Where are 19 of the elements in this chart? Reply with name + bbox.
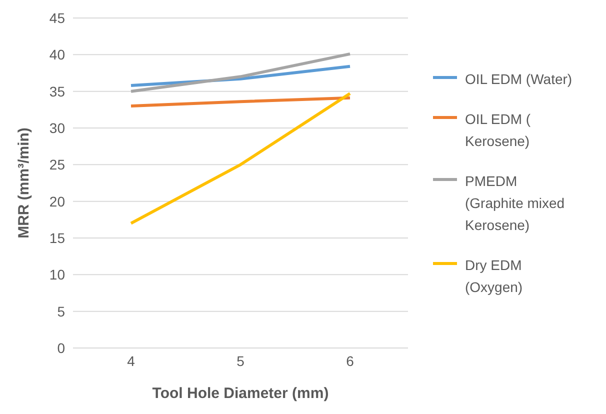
- y-tick-label: 30: [49, 120, 66, 136]
- legend-label: Dry EDM (Oxygen): [465, 256, 524, 297]
- y-axis-title: MRR (mm³/min): [15, 128, 32, 238]
- y-tick-label: 35: [49, 83, 66, 100]
- y-tick-label: 5: [57, 303, 66, 320]
- legend-label: OIL EDM (Water): [465, 70, 574, 89]
- legend-label: OIL EDM ( Kerosene): [465, 110, 532, 151]
- y-tick-label: 25: [49, 156, 66, 173]
- y-tick-label: 15: [49, 230, 66, 246]
- y-tick-label: 20: [49, 193, 66, 210]
- y-tick-label: 40: [49, 46, 66, 63]
- x-tick-label: 6: [346, 352, 354, 369]
- x-tick-label: 5: [236, 352, 245, 369]
- y-tick-label: 10: [49, 266, 66, 283]
- x-axis-title: Tool Hole Diameter (mm): [152, 385, 329, 402]
- legend-label: PMEDM (Graphite mixed Kerosene): [465, 172, 566, 235]
- x-tick-label: 4: [127, 352, 136, 369]
- y-tick-label: 0: [57, 340, 66, 356]
- y-tick-label: 45: [49, 10, 66, 26]
